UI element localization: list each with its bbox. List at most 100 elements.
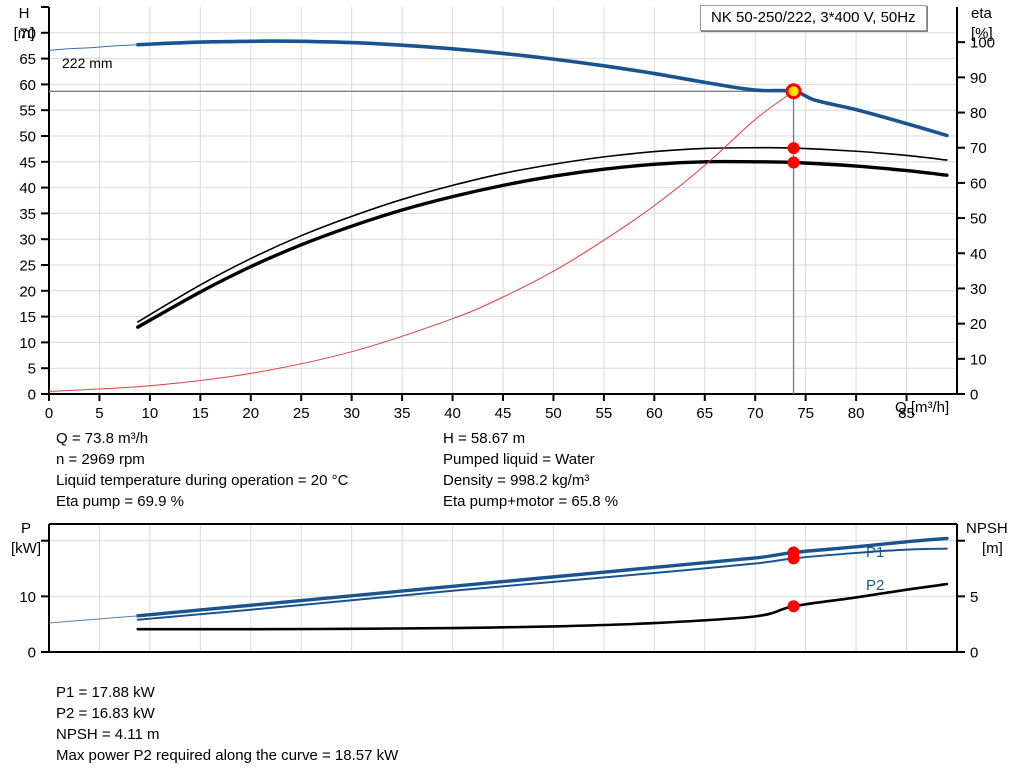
top-duty-markers [785, 83, 802, 169]
eta-tick-label: 40 [970, 246, 987, 263]
head-tick-label: 20 [19, 283, 36, 300]
flow-tick-label: 70 [747, 405, 764, 420]
curve-p2 [136, 547, 948, 621]
head-tick-label: 35 [19, 206, 36, 223]
eta-tick-label: 100 [970, 35, 995, 52]
head-efficiency-chart: 0510152025303540455055606570010203040506… [14, 5, 995, 420]
flow-tick-label: 10 [142, 405, 159, 420]
power-axis-title-line2: [kW] [11, 540, 41, 557]
eta-axis-title-line2: [%] [971, 25, 993, 42]
power-npsh-chart: 0 10 0 5 P [kW] NPSH [m] P1 P2 [11, 520, 1008, 662]
flow-tick-label: 40 [444, 405, 461, 420]
duty-point-marker [787, 142, 800, 155]
flow-tick-label: 65 [696, 405, 713, 420]
head-tick-label: 30 [19, 232, 36, 249]
power-info-npsh: NPSH = 4.11 m [56, 726, 160, 743]
eta-tick-label: 70 [970, 140, 987, 157]
power-axis-title-line1: P [21, 520, 31, 537]
eta-tick-label: 30 [970, 281, 987, 298]
head-tick-label: 15 [19, 309, 36, 326]
flow-tick-label: 55 [596, 405, 613, 420]
duty-info-density: Density = 998.2 kg/m³ [443, 472, 590, 489]
power-tick-label: 10 [19, 589, 36, 606]
duty-point-marker [787, 156, 800, 169]
top-curves [48, 39, 949, 394]
impeller-size-label: 222 mm [62, 55, 113, 71]
flow-tick-label: 85 [898, 405, 915, 420]
duty-info-liquid: Pumped liquid = Water [443, 451, 595, 468]
power-info-p1: P1 = 17.88 kW [56, 684, 155, 701]
npsh-axis-title-line2: [m] [982, 540, 1003, 557]
curve-head-extension-low-flow- [48, 44, 138, 51]
bottom-duty-markers [787, 546, 800, 613]
curve-npsh [136, 582, 949, 631]
npsh-tick-label: 5 [970, 589, 978, 606]
head-axis-title-line1: H [19, 5, 30, 22]
head-tick-label: 50 [19, 129, 36, 146]
bottom-curves [48, 536, 949, 631]
p2-curve-label: P2 [866, 577, 884, 594]
flow-tick-label: 45 [495, 405, 512, 420]
top-grid [49, 7, 957, 394]
curve-p1 [136, 536, 949, 618]
power-tick-label: 0 [28, 645, 36, 662]
head-tick-label: 40 [19, 180, 36, 197]
curve-system-curve [48, 90, 794, 392]
duty-point-head [785, 83, 802, 100]
flow-tick-label: 35 [394, 405, 411, 420]
bottom-ticklabels: 0 10 0 5 [19, 589, 978, 662]
curve-eta-pump-motor [136, 159, 949, 329]
bottom-grid [49, 524, 957, 652]
curve-p1-extension-low-flow- [48, 615, 138, 624]
flow-axis-title: Q [m³/h] [895, 399, 949, 416]
eta-tick-label: 90 [970, 70, 987, 87]
flow-tick-label: 60 [646, 405, 663, 420]
head-tick-label: 70 [19, 25, 36, 42]
eta-tick-label: 10 [970, 351, 987, 368]
flow-tick-label: 20 [242, 405, 259, 420]
eta-tick-label: 0 [970, 387, 978, 404]
head-tick-label: 45 [19, 154, 36, 171]
head-tick-label: 65 [19, 51, 36, 68]
head-tick-label: 55 [19, 103, 36, 120]
duty-info-speed: n = 2969 rpm [56, 451, 145, 468]
head-axis-title-line2: [m] [14, 25, 35, 42]
eta-tick-label: 50 [970, 211, 987, 228]
curve-eta-pump [136, 146, 948, 323]
power-info-p2: P2 = 16.83 kW [56, 705, 155, 722]
flow-tick-label: 5 [95, 405, 103, 420]
duty-info-h: H = 58.67 m [443, 430, 526, 447]
pump-model-label: NK 50-250/222, 3*400 V, 50Hz [700, 5, 927, 31]
duty-info-eta-pump: Eta pump = 69.9 % [56, 493, 184, 510]
duty-info-left-column: Q = 73.8 m³/h n = 2969 rpm Liquid temper… [56, 428, 348, 512]
eta-tick-label: 80 [970, 105, 987, 122]
bottom-axes [41, 523, 965, 653]
head-tick-label: 10 [19, 335, 36, 352]
flow-tick-label: 75 [797, 405, 814, 420]
flow-tick-label: 0 [45, 405, 53, 420]
curve-head-222-mm- [135, 39, 949, 138]
top-ticklabels: 0510152025303540455055606570010203040506… [19, 25, 995, 420]
eta-axis-title-line1: eta [971, 5, 993, 22]
power-info-maxpower: Max power P2 required along the curve = … [56, 747, 399, 764]
duty-info-eta-pump-motor: Eta pump+motor = 65.8 % [443, 493, 619, 510]
flow-tick-label: 30 [343, 405, 360, 420]
duty-info-temperature: Liquid temperature during operation = 20… [56, 472, 349, 489]
head-tick-label: 0 [28, 387, 36, 404]
head-tick-label: 60 [19, 77, 36, 94]
flow-tick-label: 25 [293, 405, 310, 420]
npsh-tick-label: 0 [970, 645, 978, 662]
duty-info-q: Q = 73.8 m³/h [56, 430, 149, 447]
duty-point-marker [787, 552, 800, 565]
flow-tick-label: 80 [848, 405, 865, 420]
duty-point-marker [787, 600, 800, 613]
head-tick-label: 5 [28, 361, 36, 378]
p1-curve-label: P1 [866, 544, 884, 561]
head-tick-label: 25 [19, 258, 36, 275]
flow-tick-label: 50 [545, 405, 562, 420]
eta-tick-label: 20 [970, 316, 987, 333]
npsh-axis-title-line1: NPSH [966, 520, 1008, 537]
eta-tick-label: 60 [970, 175, 987, 192]
power-info-column: P1 = 17.88 kW P2 = 16.83 kW NPSH = 4.11 … [56, 682, 398, 766]
